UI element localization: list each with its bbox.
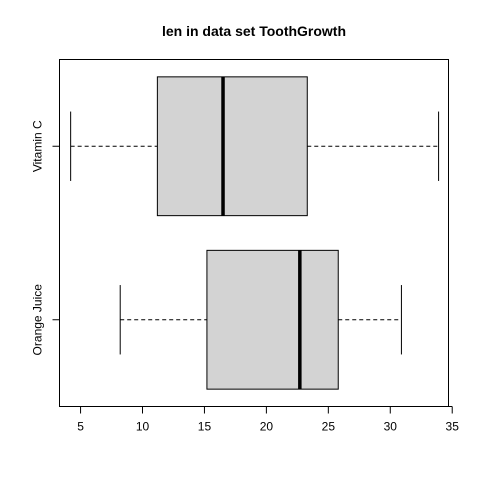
iqr-box [156, 76, 308, 217]
x-tick-label: 30 [384, 420, 398, 434]
y-tick-label: Orange Juice [31, 284, 45, 356]
x-tick-label: 25 [322, 420, 336, 434]
box-group [119, 249, 402, 390]
x-tick-label: 5 [77, 420, 84, 434]
y-axis: Vitamin C Orange Juice [31, 120, 60, 355]
y-tick-label: Vitamin C [31, 120, 45, 172]
chart-title: len in data set ToothGrowth [162, 23, 346, 39]
x-tick-label: 35 [446, 420, 460, 434]
boxes [70, 76, 440, 390]
x-axis: 5 10 15 20 25 30 35 [77, 406, 460, 434]
iqr-box [206, 249, 339, 390]
x-tick-label: 20 [260, 420, 274, 434]
box-group [70, 76, 440, 217]
x-tick-label: 10 [136, 420, 150, 434]
x-tick-label: 15 [198, 420, 212, 434]
